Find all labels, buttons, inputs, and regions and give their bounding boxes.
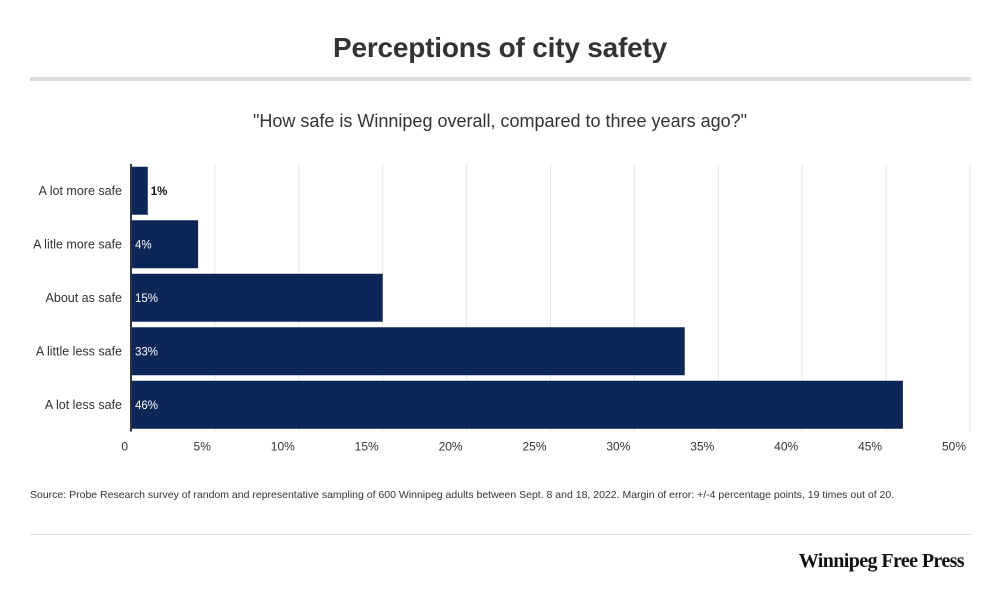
bar-1 <box>132 220 199 269</box>
chart-subtitle: "How safe is Winnipeg overall, compared … <box>252 111 748 131</box>
value-label-0: 1% <box>151 186 168 198</box>
bar-chart: A lot more safe 1% A litle more safe 4% Abou… <box>33 164 971 454</box>
value-label-2: 15% <box>135 293 158 305</box>
x-tick-label-7: 35% <box>690 440 714 454</box>
bar-2 <box>132 273 383 322</box>
category-label-1: A litle more safe <box>33 237 122 251</box>
value-label-1: 4% <box>135 239 152 251</box>
footer-divider <box>30 534 971 535</box>
category-label-0: A lot more safe <box>39 184 122 198</box>
x-tick-label-1: 5% <box>194 440 212 454</box>
x-tick-label-3: 15% <box>355 440 379 454</box>
x-tick-label-4: 20% <box>439 440 463 454</box>
title-divider <box>30 77 971 81</box>
category-label-2: About as safe <box>46 291 122 305</box>
value-label-4: 46% <box>135 400 158 412</box>
value-label-3: 33% <box>135 346 158 358</box>
category-label-3: A little less safe <box>36 344 122 358</box>
bar-4 <box>132 380 903 429</box>
x-tick-label-0: 0 <box>121 440 128 454</box>
source-note: Source: Probe Research survey of random … <box>30 489 895 501</box>
brand-logo: Winnipeg Free Press <box>798 550 965 572</box>
x-tick-label-5: 25% <box>522 440 546 454</box>
category-label-4: A lot less safe <box>45 398 122 412</box>
bar-0 <box>132 166 148 215</box>
chart-title: Perceptions of city safety <box>332 32 668 63</box>
bar-3 <box>132 327 685 376</box>
x-tick-label-8: 40% <box>774 440 798 454</box>
x-tick-label-6: 30% <box>606 440 630 454</box>
x-tick-label-2: 10% <box>271 440 295 454</box>
x-tick-label-9: 45% <box>858 440 882 454</box>
x-tick-label-10: 50% <box>942 440 966 454</box>
